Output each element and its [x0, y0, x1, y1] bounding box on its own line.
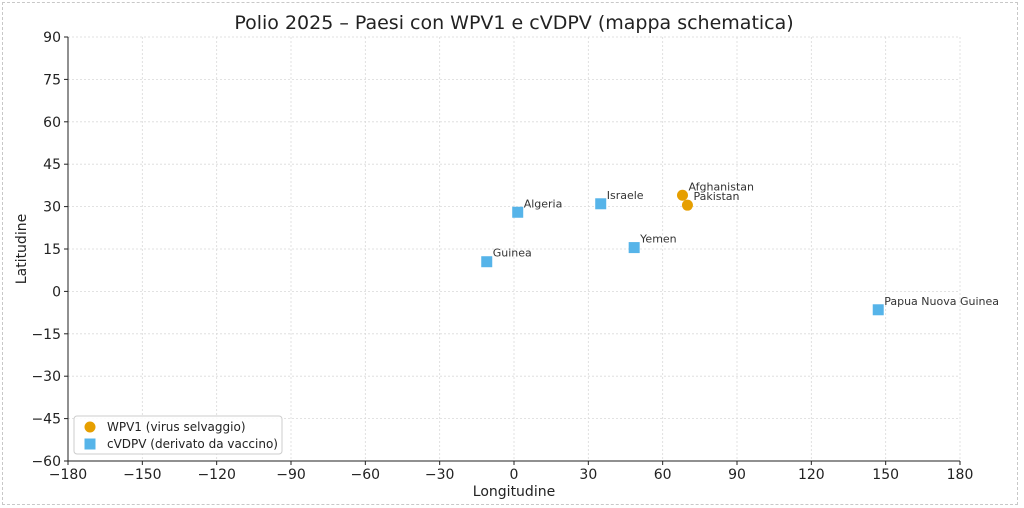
y-tick-label: −15 [31, 327, 61, 343]
legend-marker-square [84, 438, 96, 450]
data-point-israele [595, 198, 607, 210]
y-tick-label: 90 [43, 30, 61, 46]
x-tick-label: −150 [123, 467, 161, 483]
x-tick-label: −60 [351, 467, 381, 483]
data-points [481, 189, 884, 316]
y-tick-label: 30 [43, 200, 61, 216]
data-point-papua-nuova-guinea [872, 304, 884, 316]
point-label: Guinea [493, 247, 532, 260]
data-point-pakistan [681, 199, 693, 211]
y-axis-title: Latitudine [14, 214, 30, 284]
x-tick-label: 120 [798, 467, 825, 483]
y-tick-label: −30 [31, 369, 61, 385]
chart-title: Polio 2025 – Paesi con WPV1 e cVDPV (map… [234, 12, 793, 34]
point-label: Pakistan [693, 190, 739, 203]
y-tick-label: 60 [43, 115, 61, 131]
legend-label: WPV1 (virus selvaggio) [107, 420, 246, 434]
data-point-yemen [628, 242, 640, 254]
x-axis-title: Longitudine [473, 484, 555, 500]
legend: WPV1 (virus selvaggio) cVDPV (derivato da… [73, 415, 283, 455]
point-label: Israele [607, 189, 644, 202]
x-tick-label: 90 [728, 467, 746, 483]
x-tick-label: 0 [510, 467, 519, 483]
y-tick-label: −45 [31, 412, 61, 428]
legend-label: cVDPV (derivato da vaccino) [107, 437, 278, 451]
x-tick-label: −180 [49, 467, 87, 483]
x-tick-label: 30 [579, 467, 597, 483]
legend-marker-circle [84, 421, 96, 433]
x-tick-label: −30 [425, 467, 455, 483]
x-tick-label: 60 [654, 467, 672, 483]
legend-box [73, 415, 283, 455]
y-tick-label: 15 [43, 242, 61, 258]
y-tick-label: 75 [43, 72, 61, 88]
axes: −180 −150 −120 −90 −60 −30 0 30 60 90 120 150 180−60… [31, 30, 973, 483]
data-point-afghanistan [676, 189, 688, 201]
y-tick-label: 45 [43, 157, 61, 173]
y-tick-label: 0 [52, 284, 61, 300]
y-tick-label: −60 [31, 454, 61, 470]
point-label: Afghanistan [688, 180, 754, 193]
data-point-algeria [512, 206, 524, 218]
point-label: Yemen [639, 233, 677, 246]
x-tick-label: 180 [947, 467, 974, 483]
point-label: Algeria [524, 197, 563, 210]
point-label: Papua Nuova Guinea [884, 295, 999, 308]
x-tick-label: −90 [276, 467, 306, 483]
x-tick-label: −120 [197, 467, 235, 483]
data-point-guinea [481, 256, 493, 268]
x-tick-label: 150 [872, 467, 899, 483]
